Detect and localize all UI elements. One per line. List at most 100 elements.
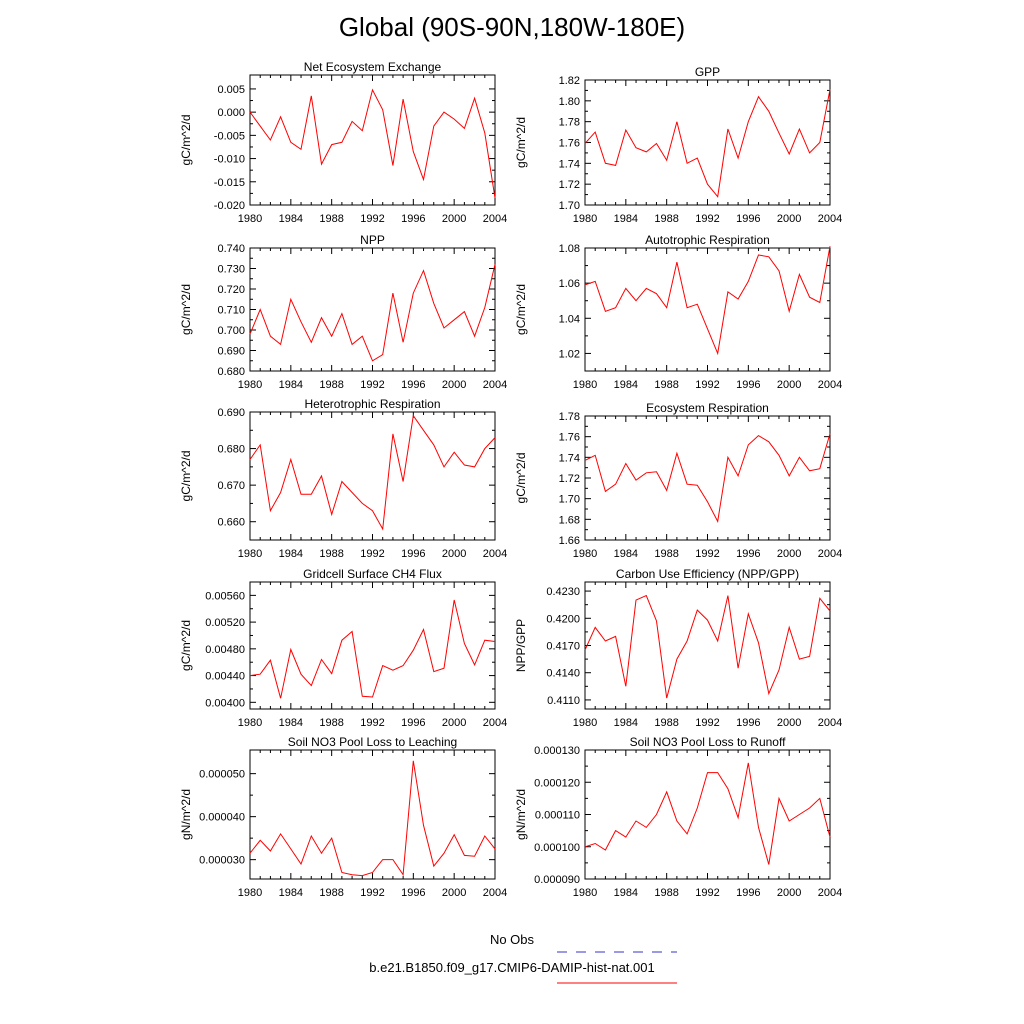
- chart-title: Net Ecosystem Exchange: [304, 60, 442, 74]
- x-tick-label: 2000: [777, 717, 801, 729]
- x-tick-label: 2004: [818, 548, 842, 560]
- series-line: [249, 88, 496, 199]
- y-axis-label: gC/m^2/d: [179, 115, 193, 166]
- y-axis-label: gC/m^2/d: [514, 453, 528, 504]
- series-line: [584, 433, 831, 523]
- x-tick-label: 2004: [483, 717, 507, 729]
- x-tick-label: 1984: [279, 717, 303, 729]
- x-tick-label: 2004: [818, 887, 842, 899]
- y-tick-label: 1.08: [559, 243, 580, 255]
- chart-title: Heterotrophic Respiration: [304, 397, 440, 411]
- x-tick-label: 1984: [279, 887, 303, 899]
- x-tick-label: 1984: [614, 887, 638, 899]
- y-tick-label: 0.4230: [546, 586, 580, 598]
- x-tick-label: 1996: [736, 548, 760, 560]
- y-tick-label: 1.66: [559, 535, 580, 547]
- y-tick-label: 1.74: [559, 452, 580, 464]
- y-axis-label: gC/m^2/d: [179, 620, 193, 671]
- x-tick-label: 1996: [401, 887, 425, 899]
- x-tick-label: 2000: [777, 213, 801, 225]
- x-tick-label: 1988: [319, 548, 343, 560]
- plot-frame: [249, 749, 496, 880]
- x-tick-label: 1984: [279, 379, 303, 391]
- y-tick-label: 0.000050: [199, 769, 245, 781]
- x-tick-label: 1996: [401, 213, 425, 225]
- chart-title: Autotrophic Respiration: [645, 233, 770, 247]
- page-title: Global (90S-90N,180W-180E): [338, 12, 686, 42]
- plot-frame: [249, 411, 496, 541]
- x-tick-label: 1992: [695, 887, 719, 899]
- chart-panel-8: Carbon Use Efficiency (NPP/GPP) 1980 1984 1…: [514, 567, 842, 729]
- series-line: [249, 599, 496, 699]
- y-axis-label: gC/m^2/d: [179, 284, 193, 335]
- x-tick-label: 2000: [442, 887, 466, 899]
- chart-panel-7: Gridcell Surface CH4 Flux 1980 1984 1988 199…: [179, 567, 507, 729]
- x-tick-label: 2000: [442, 548, 466, 560]
- x-tick-label: 1988: [654, 548, 678, 560]
- series-line: [584, 89, 831, 198]
- y-tick-label: 0.690: [217, 346, 245, 358]
- x-tick-label: 2004: [483, 379, 507, 391]
- chart-panel-3: NPP 1980 1984 1988 1992 1996 2000 2004 0.680 0.69…: [179, 233, 507, 391]
- chart-title: Carbon Use Efficiency (NPP/GPP): [616, 567, 799, 581]
- y-axis-label: gC/m^2/d: [514, 117, 528, 168]
- x-tick-label: 1980: [238, 717, 262, 729]
- y-tick-label: 0.690: [217, 407, 245, 419]
- y-tick-label: 0.000100: [534, 842, 580, 854]
- x-tick-label: 2004: [818, 213, 842, 225]
- chart-title: Soil NO3 Pool Loss to Runoff: [630, 735, 787, 749]
- x-tick-label: 1996: [401, 717, 425, 729]
- y-tick-label: 0.000090: [534, 874, 580, 886]
- y-tick-label: 0.660: [217, 517, 245, 529]
- x-tick-label: 1980: [573, 887, 597, 899]
- x-tick-label: 2004: [483, 213, 507, 225]
- x-tick-label: 1988: [319, 379, 343, 391]
- y-tick-label: 1.68: [559, 514, 580, 526]
- x-tick-label: 1992: [360, 548, 384, 560]
- x-tick-label: 1988: [319, 887, 343, 899]
- plot-frame: [584, 247, 831, 372]
- x-tick-label: 2004: [483, 887, 507, 899]
- chart-title: Gridcell Surface CH4 Flux: [303, 567, 442, 581]
- x-tick-label: 1992: [695, 548, 719, 560]
- chart-panel-9: Soil NO3 Pool Loss to Leaching 1980 1984 19…: [179, 735, 507, 899]
- legend-line-model: [557, 982, 677, 984]
- x-tick-label: 2004: [483, 548, 507, 560]
- y-tick-label: 0.00520: [205, 617, 245, 629]
- y-tick-label: 0.740: [217, 243, 245, 255]
- chart-panel-6: Ecosystem Respiration 1980 1984 1988 1992 199…: [514, 401, 842, 560]
- y-tick-label: 0.700: [217, 325, 245, 337]
- chart-title: Ecosystem Respiration: [646, 401, 769, 415]
- x-tick-label: 1992: [360, 717, 384, 729]
- x-tick-label: 1988: [654, 379, 678, 391]
- legend-label-model: b.e21.B1850.f09_g17.CMIP6-DAMIP-hist-nat…: [369, 960, 655, 975]
- x-tick-label: 2000: [442, 213, 466, 225]
- y-axis-label: gC/m^2/d: [514, 284, 528, 335]
- y-tick-label: 0.000030: [199, 855, 245, 867]
- x-tick-label: 1980: [238, 887, 262, 899]
- x-tick-label: 2000: [777, 548, 801, 560]
- x-tick-label: 1992: [360, 379, 384, 391]
- x-tick-label: 1984: [279, 213, 303, 225]
- y-tick-label: 1.74: [559, 158, 580, 170]
- x-tick-label: 1996: [401, 548, 425, 560]
- x-tick-label: 1980: [238, 548, 262, 560]
- y-axis-label: gN/m^2/d: [179, 789, 193, 840]
- x-tick-label: 1992: [360, 887, 384, 899]
- y-tick-label: 1.04: [559, 313, 580, 325]
- y-tick-label: 1.76: [559, 138, 580, 150]
- chart-panel-10: Soil NO3 Pool Loss to Runoff 1980 1984 1988…: [514, 735, 842, 899]
- y-tick-label: 1.06: [559, 278, 580, 290]
- y-tick-label: 0.4170: [546, 641, 580, 653]
- y-tick-label: 1.02: [559, 348, 580, 360]
- y-tick-label: -0.020: [214, 200, 245, 212]
- y-tick-label: 0.000120: [534, 777, 580, 789]
- y-tick-label: 1.76: [559, 432, 580, 444]
- y-tick-label: 1.78: [559, 117, 580, 129]
- y-tick-label: 0.4200: [546, 613, 580, 625]
- x-tick-label: 1996: [736, 379, 760, 391]
- x-tick-label: 2000: [777, 887, 801, 899]
- x-tick-label: 2004: [818, 717, 842, 729]
- y-tick-label: 0.4110: [547, 695, 580, 707]
